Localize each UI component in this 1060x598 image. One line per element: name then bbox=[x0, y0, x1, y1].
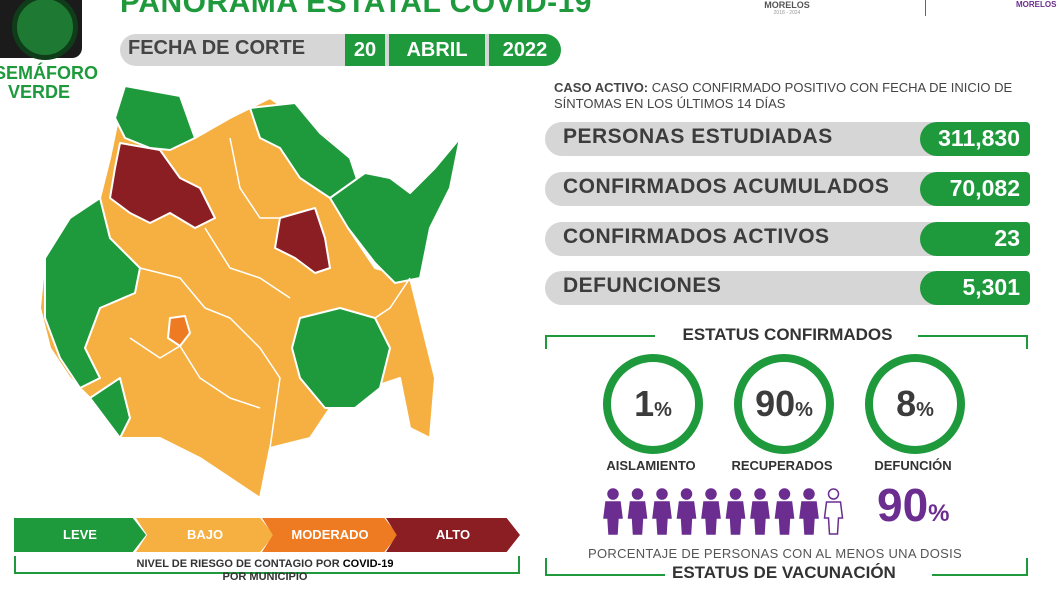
map-region-alto-center bbox=[274, 207, 331, 274]
map-region-leve-west bbox=[44, 197, 141, 389]
vacunacion-title: ESTATUS DE VACUNACIÓN bbox=[672, 563, 896, 582]
person-vaccinated-icon bbox=[750, 488, 770, 535]
logo-left-subtext: 2018 - 2024 bbox=[773, 10, 801, 16]
stat-row-defunciones: DEFUNCIONES 5,301 bbox=[545, 271, 1030, 305]
nivel-caption-line2: POR MUNICIPIO bbox=[222, 571, 308, 583]
stat-value: 311,830 bbox=[938, 125, 1020, 151]
ring-defuncion: 8% bbox=[865, 354, 965, 454]
stat-label: CONFIRMADOS ACTIVOS bbox=[563, 225, 830, 248]
stat-label: PERSONAS ESTUDIADAS bbox=[563, 125, 833, 148]
fecha-label: FECHA DE CORTE bbox=[128, 37, 306, 59]
traffic-light-icon bbox=[12, 0, 78, 60]
fecha-day: 20 bbox=[345, 34, 385, 66]
fecha-month: ABRIL bbox=[389, 34, 485, 66]
morelos-logo: MORELOS 2018 - 2024 bbox=[742, 0, 832, 20]
ring-value: 1 bbox=[634, 383, 655, 424]
nivel-caption-bold: COVID-19 bbox=[342, 558, 394, 570]
ring-label-aislamiento: AISLAMIENTO bbox=[606, 458, 696, 473]
page-title: PANORAMA ESTATAL COVID-19 bbox=[120, 0, 592, 19]
semaforo-line1: SEMÁFORO bbox=[0, 63, 99, 83]
caso-activo-label: CASO ACTIVO: bbox=[554, 80, 649, 95]
legend-bracket-right bbox=[518, 556, 520, 572]
ring-unit: % bbox=[795, 399, 813, 421]
estatus-bracket-top-left bbox=[545, 335, 655, 337]
vac-bracket-left bbox=[545, 558, 547, 574]
legend-alto: ALTO bbox=[386, 518, 520, 552]
person-vaccinated-icon bbox=[725, 488, 746, 535]
stat-label-bg bbox=[545, 122, 935, 156]
person-vaccinated-icon bbox=[652, 488, 672, 535]
estatus-bracket-left bbox=[545, 335, 547, 349]
vac-bracket-bottom-right bbox=[932, 574, 1028, 576]
fecha-bar bbox=[120, 34, 560, 66]
stat-row-estudiadas: PERSONAS ESTUDIADAS 311,830 bbox=[545, 122, 1030, 156]
stat-label-bg bbox=[545, 222, 935, 256]
stat-value-bg bbox=[920, 271, 1030, 305]
estatus-title: ESTATUS CONFIRMADOS bbox=[682, 325, 893, 344]
legend-bracket-bottom bbox=[14, 572, 520, 574]
nivel-caption-prefix: NIVEL DE RIESGO DE CONTAGIO POR bbox=[136, 558, 343, 570]
ring-value: 8 bbox=[896, 383, 917, 424]
person-vaccinated-icon bbox=[603, 488, 623, 535]
person-vaccinated-icon bbox=[627, 488, 648, 535]
ring-unit: % bbox=[654, 399, 672, 421]
legend-bracket-left bbox=[14, 556, 16, 572]
person-vaccinated-icon bbox=[676, 488, 697, 535]
vacunacion-unit: % bbox=[928, 500, 950, 527]
semaforo-label: SEMÁFORO VERDE bbox=[0, 64, 98, 102]
ring-recuperados: 90% bbox=[734, 354, 834, 454]
logo-right-text: MORELOS bbox=[1016, 0, 1057, 9]
logo-divider bbox=[925, 0, 926, 16]
stat-label-bg bbox=[545, 172, 935, 206]
map-region-leve-east bbox=[329, 137, 461, 284]
stat-value: 5,301 bbox=[962, 274, 1020, 300]
stat-row-confirmados-activos: CONFIRMADOS ACTIVOS 23 bbox=[545, 222, 1030, 256]
map-region-moderado bbox=[167, 315, 191, 347]
stat-label: CONFIRMADOS ACUMULADOS bbox=[563, 175, 890, 198]
legend-bajo: BAJO bbox=[136, 518, 274, 552]
stat-value-bg bbox=[920, 122, 1030, 156]
estatus-bracket-right bbox=[1026, 335, 1028, 349]
stat-value-bg bbox=[920, 222, 1030, 256]
map-region-leve-southeast bbox=[291, 307, 391, 409]
vacunacion-percent: 90% bbox=[877, 478, 950, 532]
stat-row-confirmados-acumulados: CONFIRMADOS ACUMULADOS 70,082 bbox=[545, 172, 1030, 206]
stat-label: DEFUNCIONES bbox=[563, 274, 722, 297]
caso-activo-text: CASO CONFIRMADO POSITIVO CON FECHA DE IN… bbox=[554, 80, 1013, 111]
fecha-year: 2022 bbox=[489, 34, 561, 66]
morelos-risk-map bbox=[39, 85, 461, 499]
estatus-bracket-top-right bbox=[918, 335, 1028, 337]
stat-label-bg bbox=[545, 271, 935, 305]
vaccination-people-chart bbox=[603, 488, 844, 535]
person-vaccinated-icon bbox=[799, 488, 819, 535]
person-unvaccinated-icon bbox=[823, 488, 844, 535]
logo-left-text: MORELOS bbox=[764, 0, 810, 10]
legend-moderado: MODERADO bbox=[262, 518, 398, 552]
ring-label-defuncion: DEFUNCIÓN bbox=[874, 458, 952, 473]
stat-value-bg bbox=[920, 172, 1030, 206]
map-region-alto-northwest bbox=[109, 142, 216, 229]
ring-unit: % bbox=[916, 399, 934, 421]
vacunacion-caption: PORCENTAJE DE PERSONAS CON AL MENOS UNA … bbox=[588, 546, 962, 561]
ring-value: 90 bbox=[755, 383, 796, 424]
map-region-leve-south bbox=[89, 377, 131, 439]
vac-bracket-right bbox=[1026, 558, 1028, 574]
person-vaccinated-icon bbox=[774, 488, 795, 535]
vacunacion-value: 90 bbox=[877, 479, 929, 531]
caso-activo-definition: CASO ACTIVO: CASO CONFIRMADO POSITIVO CO… bbox=[554, 80, 1024, 112]
morelos-secondary-logo: MORELOS bbox=[1016, 0, 1060, 20]
ring-label-recuperados: RECUPERADOS bbox=[731, 458, 833, 473]
semaforo-line2: VERDE bbox=[8, 82, 71, 102]
nivel-caption: NIVEL DE RIESGO DE CONTAGIO POR COVID-19… bbox=[90, 558, 440, 584]
legend-leve: LEVE bbox=[14, 518, 146, 552]
vac-bracket-bottom-left bbox=[545, 574, 665, 576]
person-vaccinated-icon bbox=[701, 488, 721, 535]
stat-value: 70,082 bbox=[949, 175, 1020, 201]
stat-value: 23 bbox=[994, 225, 1020, 251]
ring-aislamiento: 1% bbox=[603, 354, 703, 454]
